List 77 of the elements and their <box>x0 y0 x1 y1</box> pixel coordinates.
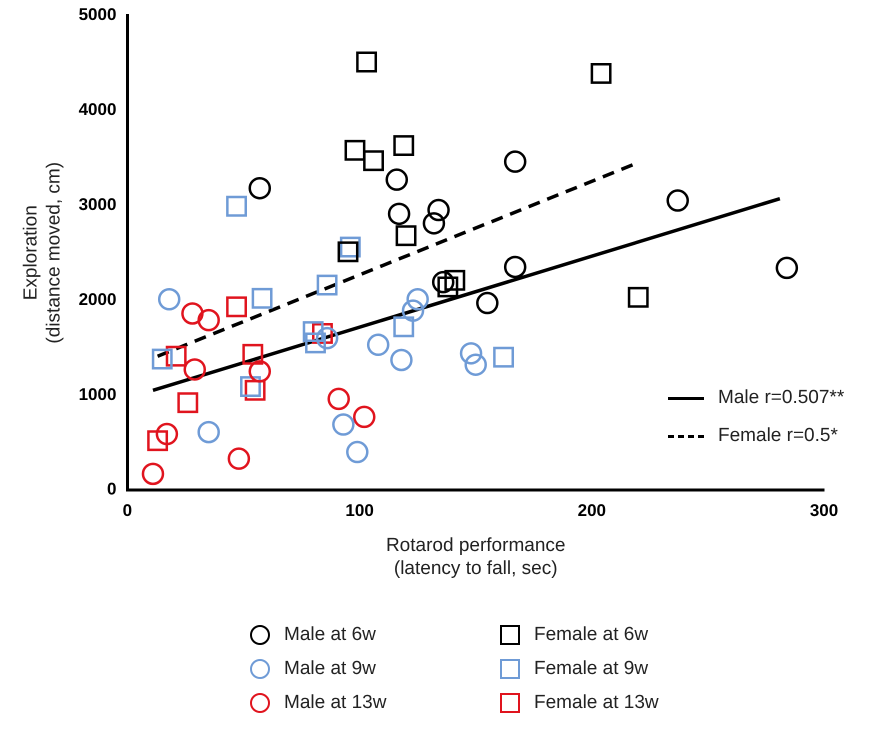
legend-label: Female at 9w <box>534 658 648 680</box>
point <box>177 392 198 414</box>
point <box>393 135 414 156</box>
point <box>366 334 390 356</box>
point <box>197 420 220 444</box>
legend-label: Female at 13w <box>534 692 659 714</box>
legend-label: Male at 9w <box>284 658 376 680</box>
point <box>316 326 338 350</box>
y-tick-label: 3000 <box>78 194 116 214</box>
point <box>346 440 369 464</box>
point <box>444 270 466 291</box>
point <box>344 140 366 161</box>
point <box>226 296 247 318</box>
point <box>432 270 454 294</box>
point <box>248 360 272 383</box>
y-tick-label: 4000 <box>78 100 116 120</box>
point <box>406 288 429 310</box>
point <box>302 321 324 342</box>
x-axis-title: Rotarod performance (latency to fall, sec) <box>386 535 566 579</box>
point <box>493 346 514 368</box>
y-tick-label: 1000 <box>78 384 116 404</box>
y-tick-label: 2000 <box>78 290 116 309</box>
point <box>504 150 526 173</box>
point <box>402 299 424 322</box>
legend-label: Female r=0.5* <box>718 425 838 447</box>
point <box>156 422 178 446</box>
point <box>248 176 272 200</box>
point <box>181 302 204 325</box>
point <box>460 342 482 365</box>
point <box>388 202 410 226</box>
point <box>240 376 261 397</box>
point <box>147 430 168 452</box>
point <box>590 62 612 84</box>
point <box>197 308 220 332</box>
y-axis-title: Exploration (distance moved, cm) <box>20 162 64 344</box>
point <box>252 288 273 309</box>
legend-label: Male at 13w <box>284 692 386 714</box>
point <box>628 286 649 308</box>
point <box>427 198 450 222</box>
point <box>152 348 173 370</box>
x-tick-label: 300 <box>810 500 838 520</box>
legend-label: Male at 6w <box>284 624 376 646</box>
x-tick-label: 0 <box>122 500 132 520</box>
point <box>464 353 487 376</box>
point <box>338 241 358 262</box>
point <box>422 212 446 235</box>
point <box>184 358 206 381</box>
point <box>437 276 458 298</box>
legend-label: Male r=0.507** <box>718 387 844 409</box>
point <box>363 150 384 172</box>
point <box>340 236 361 258</box>
point <box>332 413 355 436</box>
point <box>244 380 266 401</box>
point <box>666 189 689 212</box>
point <box>327 388 350 410</box>
y-tick-label: 0 <box>106 480 116 499</box>
x-tick-label: 200 <box>578 500 606 520</box>
point <box>776 256 798 280</box>
point <box>305 332 326 354</box>
x-tick-label: 100 <box>345 500 374 520</box>
point <box>158 288 180 310</box>
point <box>356 52 378 72</box>
point <box>396 225 416 246</box>
point <box>504 256 526 278</box>
y-tick-label: 5000 <box>78 5 116 24</box>
legend-label: Female at 6w <box>534 624 648 646</box>
point <box>166 346 187 367</box>
point <box>226 196 247 217</box>
point <box>242 344 264 365</box>
point <box>353 406 376 428</box>
point <box>228 447 250 470</box>
point <box>393 316 414 338</box>
point <box>390 348 413 372</box>
point <box>476 292 499 314</box>
point <box>316 274 338 296</box>
point <box>142 462 164 486</box>
point <box>386 168 408 191</box>
